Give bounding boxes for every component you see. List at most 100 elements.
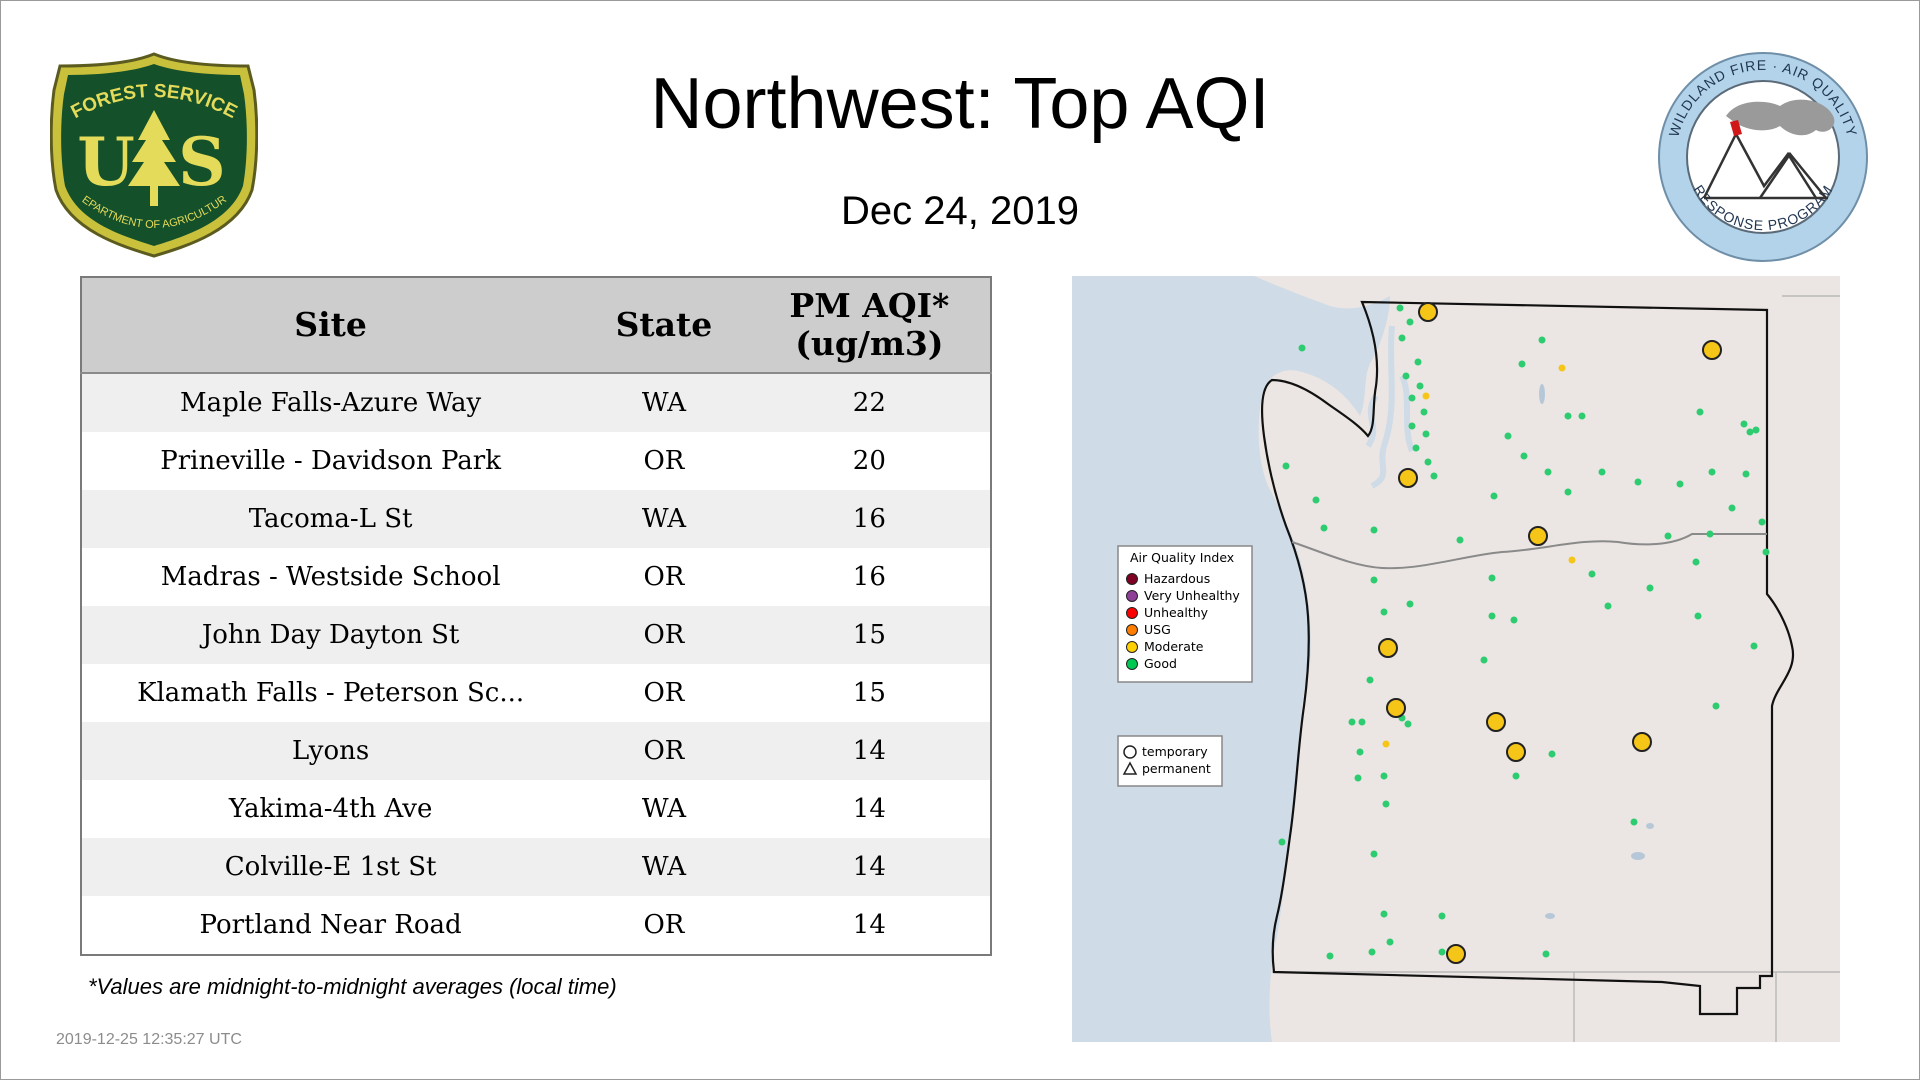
- monitor-marker-good: [1406, 600, 1414, 608]
- monitor-marker-good: [1630, 818, 1638, 826]
- small-moderate-monitors: [1382, 364, 1576, 748]
- site-cell: Portland Near Road: [81, 896, 580, 955]
- monitor-marker-moderate-small: [1558, 364, 1566, 372]
- legend-item-good: Good: [1126, 656, 1177, 671]
- state-cell: OR: [579, 432, 749, 490]
- table-header-row: Site State PM AQI* (ug/m3): [81, 277, 991, 374]
- aqi-cell: 20: [748, 432, 991, 490]
- wfaq-logo: WILDLAND FIRE · AIR QUALITY RESPONSE PRO…: [1658, 52, 1868, 262]
- legend-swatch: [1126, 624, 1138, 636]
- monitor-marker-moderate: [1378, 638, 1398, 658]
- monitor-marker-moderate: [1398, 468, 1418, 488]
- monitor-marker-good: [1512, 772, 1520, 780]
- monitor-marker-good: [1424, 458, 1432, 466]
- monitor-marker-good: [1356, 748, 1364, 756]
- monitor-marker-good: [1438, 912, 1446, 920]
- monitor-marker-good: [1728, 504, 1736, 512]
- table-row: Prineville - Davidson Park OR 20: [81, 432, 991, 490]
- monitor-marker-good: [1414, 358, 1422, 366]
- table-row: Tacoma-L St WA 16: [81, 490, 991, 548]
- site-cell: Prineville - Davidson Park: [81, 432, 580, 490]
- aqi-legend: Air Quality Index Hazardous Very Unhealt…: [1117, 545, 1253, 683]
- monitor-marker-good: [1692, 558, 1700, 566]
- monitor-marker-good: [1634, 478, 1642, 486]
- site-cell: John Day Dayton St: [81, 606, 580, 664]
- monitor-type-legend: temporary permanent: [1117, 735, 1223, 787]
- inland-water: [1539, 384, 1654, 919]
- monitor-marker-good: [1706, 530, 1714, 538]
- temporary-circle-icon: [1123, 745, 1137, 759]
- monitor-marker-good: [1404, 720, 1412, 728]
- monitor-marker-good: [1420, 408, 1428, 416]
- monitor-marker-good: [1438, 948, 1446, 956]
- monitor-marker-good: [1564, 412, 1572, 420]
- aqi-header-line2: (ug/m3): [795, 324, 944, 363]
- legend-swatch: [1126, 573, 1138, 585]
- monitor-marker-good: [1382, 800, 1390, 808]
- legend-item-usg: USG: [1126, 622, 1171, 637]
- monitor-marker-good: [1408, 422, 1416, 430]
- monitor-marker-good: [1750, 642, 1758, 650]
- legend-label: Very Unhealthy: [1144, 588, 1240, 603]
- flame-icon: [1730, 120, 1742, 136]
- monitor-marker-good: [1358, 718, 1366, 726]
- monitor-marker-good: [1588, 570, 1596, 578]
- monitor-marker-good: [1740, 420, 1748, 428]
- monitor-marker-good: [1326, 952, 1334, 960]
- monitor-marker-good: [1406, 318, 1414, 326]
- pine-tree-icon: [128, 110, 180, 206]
- usfs-logo: FOREST SERVICE U S DEPARTMENT OF AGRICUL…: [50, 50, 258, 258]
- monitor-marker-good: [1480, 656, 1488, 664]
- monitor-marker-moderate-small: [1568, 556, 1576, 564]
- monitor-marker-moderate-small: [1382, 740, 1390, 748]
- aqi-header-line1: PM AQI*: [789, 286, 950, 325]
- usfs-letter-u: U: [77, 123, 135, 201]
- generated-timestamp: 2019-12-25 12:35:27 UTC: [56, 1031, 242, 1048]
- legend-label: USG: [1144, 622, 1171, 637]
- monitor-marker-moderate: [1506, 742, 1526, 762]
- aqi-cell: 16: [748, 490, 991, 548]
- monitor-marker-good: [1408, 394, 1416, 402]
- legend-item-unhealthy: Unhealthy: [1126, 605, 1209, 620]
- legend-swatch: [1126, 607, 1138, 619]
- monitor-marker-good: [1380, 910, 1388, 918]
- monitor-marker-moderate: [1632, 732, 1652, 752]
- legend-item-moderate: Moderate: [1126, 639, 1204, 654]
- wa-or-border: [1291, 533, 1767, 570]
- aqi-cell: 15: [748, 606, 991, 664]
- state-cell: WA: [579, 780, 749, 838]
- page-title: Northwest: Top AQI: [650, 64, 1270, 144]
- good-monitors: [1278, 304, 1770, 960]
- monitor-marker-good: [1758, 518, 1766, 526]
- site-cell: Yakima-4th Ave: [81, 780, 580, 838]
- monitor-marker-good: [1542, 950, 1550, 958]
- monitor-marker-moderate: [1702, 340, 1722, 360]
- monitor-marker-good: [1694, 612, 1702, 620]
- site-column-header: Site: [81, 277, 580, 374]
- monitor-marker-moderate: [1418, 302, 1438, 322]
- legend-label: Moderate: [1144, 639, 1204, 654]
- moderate-monitors: [1378, 302, 1722, 964]
- table-row: Klamath Falls - Peterson Sc... OR 15: [81, 664, 991, 722]
- monitor-marker-good: [1416, 382, 1424, 390]
- monitor-marker-good: [1370, 526, 1378, 534]
- mountains-icon: [1702, 131, 1828, 200]
- monitor-marker-good: [1488, 574, 1496, 582]
- monitor-marker-good: [1430, 472, 1438, 480]
- monitor-marker-good: [1578, 412, 1586, 420]
- monitor-marker-good: [1742, 470, 1750, 478]
- monitor-marker-good: [1398, 334, 1406, 342]
- monitor-marker-good: [1676, 480, 1684, 488]
- monitor-marker-good: [1366, 676, 1374, 684]
- monitor-marker-good: [1708, 468, 1716, 476]
- monitor-marker-good: [1746, 428, 1754, 436]
- monitor-marker-good: [1564, 488, 1572, 496]
- legend-label-permanent: permanent: [1142, 761, 1211, 776]
- monitor-marker-good: [1320, 524, 1328, 532]
- state-cell: WA: [579, 373, 749, 432]
- legend-label: Good: [1144, 656, 1177, 671]
- aqi-cell: 14: [748, 780, 991, 838]
- monitor-marker-good: [1646, 584, 1654, 592]
- table-row: John Day Dayton St OR 15: [81, 606, 991, 664]
- monitor-marker-good: [1278, 838, 1286, 846]
